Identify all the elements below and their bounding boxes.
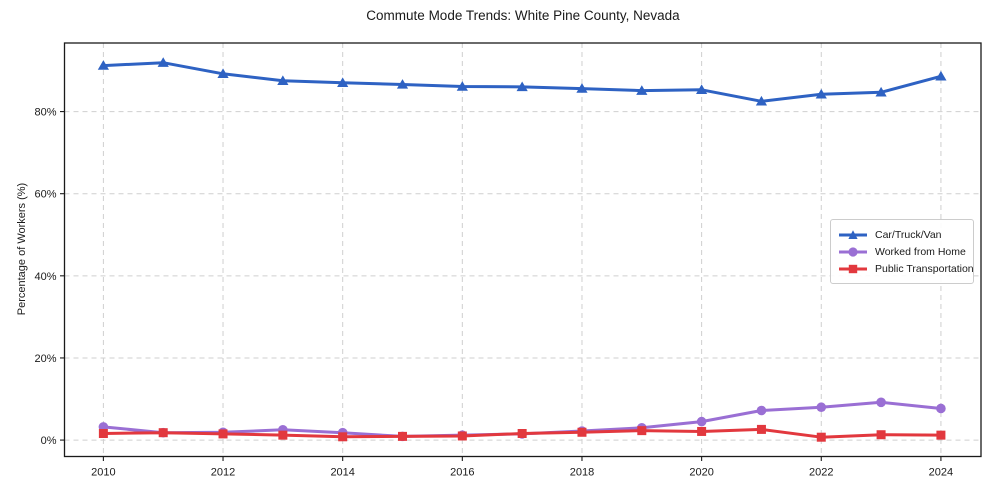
data-point-triangle <box>636 85 648 95</box>
x-tick-label: 2014 <box>330 467 354 479</box>
y-axis-label: Percentage of Workers (%) <box>16 182 28 316</box>
square-marker-icon <box>839 264 867 273</box>
data-point-square <box>756 424 766 434</box>
data-point-square <box>457 431 467 441</box>
legend: Car/Truck/Van Worked from Home Public Tr… <box>830 219 974 284</box>
legend-item-public-transportation: Public Transportation <box>838 260 974 277</box>
chart-title: Commute Mode Trends: White Pine County, … <box>366 8 680 23</box>
data-point-circle <box>756 405 767 416</box>
data-point-triangle <box>696 84 708 95</box>
data-point-triangle <box>97 60 109 70</box>
legend-label: Public Transportation <box>875 262 974 275</box>
y-tick-label: 0% <box>41 435 57 447</box>
data-point-triangle <box>157 57 169 67</box>
triangle-marker-icon <box>839 229 867 239</box>
data-point-circle <box>936 403 946 414</box>
data-point-square <box>398 431 408 441</box>
data-point-triangle <box>576 83 588 93</box>
data-point-square <box>517 429 527 439</box>
x-tick-label: 2024 <box>929 467 953 479</box>
data-point-circle <box>696 416 707 427</box>
data-point-triangle <box>277 75 289 85</box>
y-tick-label: 20% <box>34 353 56 365</box>
data-point-square <box>218 429 228 439</box>
data-point-square <box>936 430 946 440</box>
data-point-triangle <box>456 81 468 91</box>
data-point-square <box>158 428 168 438</box>
x-tick-label: 2016 <box>450 467 474 479</box>
legend-item-worked-from-home: Worked from Home <box>838 243 966 260</box>
data-point-square <box>98 429 108 439</box>
x-tick-label: 2012 <box>211 467 235 479</box>
y-tick-label: 80% <box>34 107 56 119</box>
data-point-triangle <box>875 86 887 97</box>
circle-marker-icon <box>839 246 867 257</box>
data-point-square <box>876 430 886 440</box>
data-point-triangle <box>217 68 229 78</box>
y-tick-label: 40% <box>34 271 56 283</box>
legend-label: Car/Truck/Van <box>875 228 942 241</box>
y-tick-label: 60% <box>34 189 56 201</box>
legend-label: Worked from Home <box>875 245 966 258</box>
data-point-square <box>577 427 587 437</box>
x-tick-label: 2010 <box>91 467 115 479</box>
plot-border <box>63 42 982 458</box>
data-point-triangle <box>516 81 528 92</box>
data-point-triangle <box>337 77 349 88</box>
data-point-circle <box>876 397 886 408</box>
data-point-square <box>816 432 826 442</box>
data-point-triangle <box>755 95 768 106</box>
data-point-circle <box>816 402 827 413</box>
x-tick-label: 2022 <box>809 467 833 479</box>
data-point-square <box>637 426 647 436</box>
data-point-square <box>278 430 288 440</box>
data-point-triangle <box>815 88 827 99</box>
data-point-triangle <box>935 70 947 81</box>
legend-item-car-truck-van: Car/Truck/Van <box>838 226 965 243</box>
data-point-triangle <box>396 79 409 89</box>
data-point-square <box>338 432 348 442</box>
x-tick-label: 2020 <box>689 467 713 479</box>
x-tick-label: 2018 <box>570 467 594 479</box>
data-point-square <box>697 426 707 436</box>
